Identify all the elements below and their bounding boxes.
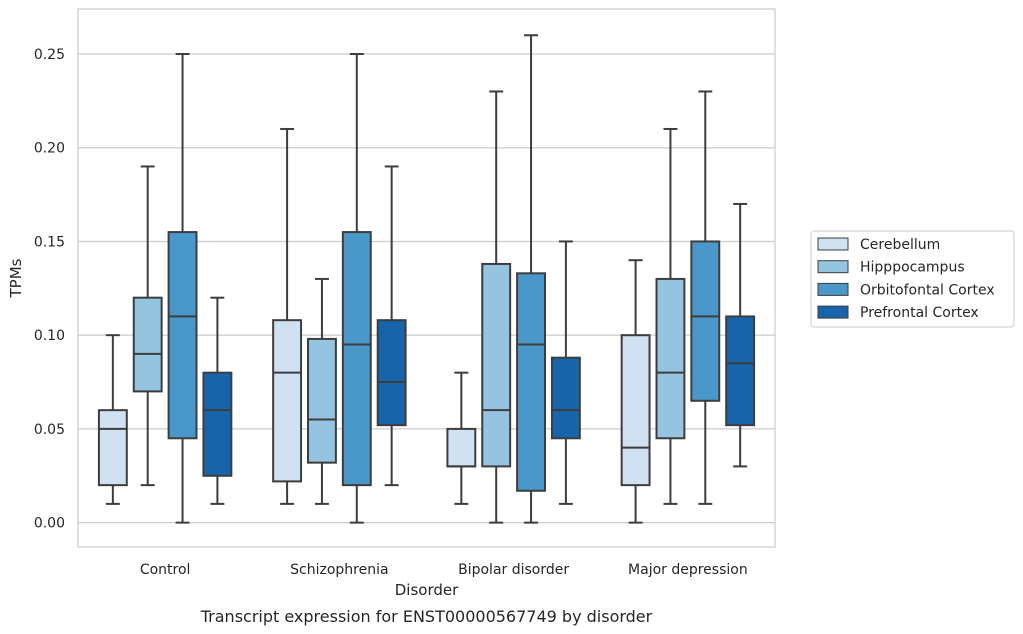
box-cerebellum	[446, 371, 477, 505]
box-iqr	[202, 371, 233, 477]
x-tick-label: Schizophrenia	[290, 562, 388, 578]
box-iqr	[341, 231, 372, 487]
box-iqr	[97, 409, 128, 487]
box-orbitofontal-cortex	[690, 90, 721, 505]
x-tick-labels: Control Schizophrenia Bipolar disorder Majo…	[140, 562, 748, 578]
box-cerebellum	[272, 127, 303, 505]
chart-caption: Transcript expression for ENST0000056774…	[200, 607, 653, 626]
box-iqr	[376, 319, 407, 427]
legend-label: Orbitofontal Cortex	[860, 282, 995, 298]
box-iqr	[516, 272, 546, 492]
box-hipppocampus	[307, 277, 337, 505]
legend: Cerebellum Hipppocampus Orbitofontal Corte…	[810, 230, 1015, 328]
box-orbitofontal-cortex	[167, 52, 198, 524]
box-iqr	[132, 296, 163, 393]
box-hipppocampus	[655, 127, 686, 505]
box-iqr	[272, 319, 303, 483]
y-axis-label: TPMs	[7, 258, 25, 298]
x-tick-label: Major depression	[628, 562, 748, 578]
box-iqr	[550, 356, 581, 440]
y-tick-label: 0.25	[34, 47, 65, 63]
y-tick-label: 0.20	[34, 141, 65, 157]
x-axis-label: Disorder	[395, 581, 459, 599]
legend-swatch	[817, 237, 849, 251]
box-prefrontal-cortex	[550, 240, 581, 505]
box-orbitofontal-cortex	[341, 52, 372, 524]
y-tick-label: 0.15	[34, 234, 65, 250]
box-iqr	[481, 262, 512, 468]
y-tick-label: 0.10	[34, 328, 65, 344]
box-prefrontal-cortex	[725, 202, 756, 468]
legend-label: Prefrontal Cortex	[860, 305, 979, 321]
box-hipppocampus	[132, 165, 163, 487]
box-hipppocampus	[481, 90, 512, 524]
legend-swatch	[817, 260, 849, 274]
box-prefrontal-cortex	[202, 296, 233, 505]
legend-label: Cerebellum	[860, 237, 940, 253]
box-cerebellum	[97, 334, 128, 505]
x-tick-label: Bipolar disorder	[458, 562, 569, 578]
box-iqr	[655, 277, 686, 440]
box-groups	[97, 34, 756, 524]
box-iqr	[725, 315, 756, 427]
box-prefrontal-cortex	[376, 165, 407, 487]
box-cerebellum	[620, 259, 651, 524]
legend-swatch	[817, 305, 849, 319]
y-tick-label: 0.05	[34, 422, 65, 438]
legend-swatch	[817, 282, 849, 296]
y-tick-label: 0.00	[34, 516, 65, 532]
box-iqr	[620, 334, 651, 487]
box-iqr	[446, 427, 477, 468]
box-orbitofontal-cortex	[516, 34, 546, 524]
legend-label: Hipppocampus	[860, 260, 965, 276]
box-iqr	[167, 231, 198, 440]
y-tick-labels: 0.00 0.05 0.10 0.15 0.20 0.25	[34, 47, 65, 532]
x-tick-label: Control	[140, 562, 191, 578]
plot-frame	[77, 8, 776, 548]
box-iqr	[307, 337, 337, 464]
box-iqr	[690, 240, 721, 402]
legend-frame	[810, 230, 1015, 328]
